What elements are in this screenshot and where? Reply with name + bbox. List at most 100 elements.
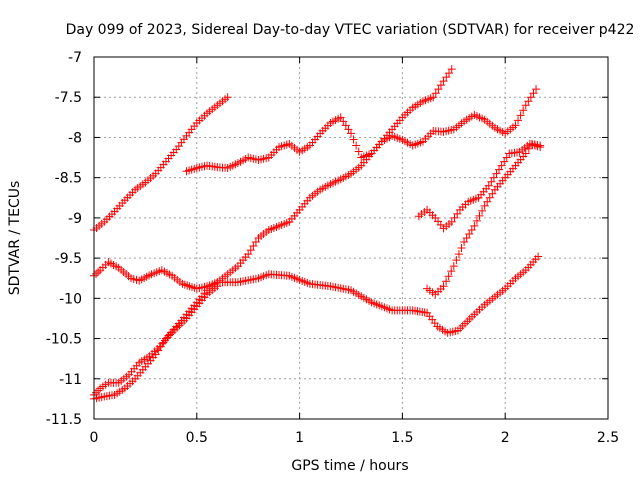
series-3 [90,252,543,337]
data-point [529,89,538,98]
y-tick-label: -10.5 [46,332,82,348]
data-point [213,282,222,291]
data-point [489,173,498,182]
data-point [442,277,451,286]
data-point [92,269,101,278]
data-point [339,117,348,126]
data-point [436,81,445,90]
data-point [450,213,459,222]
y-tick-label: -11 [59,372,82,388]
y-axis-title: SDTVAR / TECUs [7,181,23,296]
data-point [483,197,492,206]
data-point [154,346,163,355]
y-tick-label: -10 [59,291,82,307]
data-point [472,216,481,225]
y-tick-label: -8.5 [55,171,82,187]
x-axis-title: GPS time / hours [291,458,408,474]
data-point [457,244,466,253]
y-tick-label: -7 [68,50,82,66]
data-point [341,121,350,130]
data-point [244,250,253,259]
data-point [532,85,541,94]
data-point [449,262,458,271]
plot-frame [93,56,609,420]
data-point [462,234,471,242]
data-point [349,135,358,144]
data-point [159,338,168,347]
data-point [500,157,509,166]
chart-title: Day 099 of 2023, Sidereal Day-to-day VTE… [66,22,635,38]
data-point [524,97,533,106]
data-point [429,93,438,102]
series-4 [90,65,456,403]
data-point [452,256,461,265]
series-7 [423,139,545,299]
series-2 [182,85,541,176]
x-tick-label: 2.5 [597,430,619,446]
data-point [454,250,463,259]
data-point [524,144,533,153]
data-point [495,165,504,174]
data-point [94,268,103,277]
data-point [223,93,232,102]
data-point [484,181,493,190]
data-point [445,69,454,78]
data-point [516,111,525,120]
x-tick-label: 0 [90,430,99,446]
data-point [521,101,530,110]
axis-ticks: 0 0.5 1 1.5 2 2.5 -7 -7.5 -8 -8.5 -9 -9.5 -10 -10.5 -1… [46,50,619,446]
data-point [485,193,494,202]
data-point [442,73,451,82]
data-point [151,350,160,359]
data-point [347,129,355,138]
data-point [94,386,103,395]
series-1 [90,93,232,234]
data-point [467,225,476,234]
data-point [502,153,511,162]
y-tick-label: -9 [68,211,82,227]
data-point [536,141,545,150]
data-point [354,147,363,156]
x-tick-label: 0.5 [186,430,208,446]
data-point [439,282,448,291]
series-5 [90,282,222,399]
data-point [249,242,258,251]
x-tick-label: 1 [295,430,304,446]
data-point [511,121,520,130]
data-point [344,125,353,134]
data-point [470,221,479,230]
data-point [514,116,523,125]
grid [94,57,608,419]
data-point [92,388,101,397]
x-tick-label: 1.5 [391,430,413,446]
data-point [492,169,501,178]
data-point [439,77,448,86]
y-tick-label: -11.5 [46,412,82,428]
data-point [519,106,528,115]
data-point [497,161,506,170]
data-point [521,149,530,158]
data-point [526,93,535,102]
data-point [488,189,497,198]
data-point [447,217,456,226]
data-point [475,211,484,220]
data-point [447,267,456,276]
data-point [478,206,487,215]
data-points [90,65,545,403]
data-point [447,65,456,74]
y-tick-label: -8 [68,130,82,146]
x-tick-label: 2 [501,430,510,446]
data-point [444,272,453,281]
data-point [434,85,443,94]
data-point [453,209,462,218]
data-point [465,229,474,238]
data-point [251,238,260,247]
data-point [336,113,345,122]
data-point [246,246,255,255]
data-point [480,201,489,210]
y-tick-label: -9.5 [55,251,82,267]
data-point [487,177,496,186]
y-tick-label: -7.5 [55,90,82,106]
data-point [534,252,543,261]
